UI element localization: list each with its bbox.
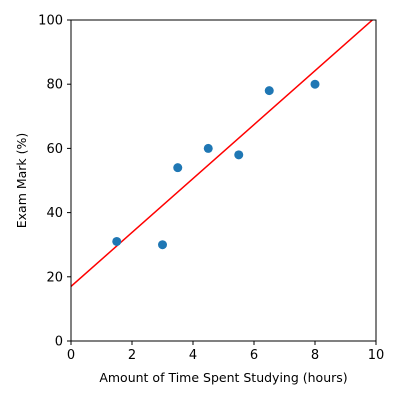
x-tick-label: 6 — [250, 348, 258, 363]
data-point — [173, 163, 183, 173]
plot-frame — [70, 19, 377, 342]
x-tick-label: 10 — [368, 348, 385, 363]
y-tick-label: 80 — [46, 78, 63, 93]
trend-line — [71, 20, 374, 287]
data-point — [234, 150, 244, 160]
y-axis-label: Exam Mark (%) — [14, 133, 29, 229]
data-point — [158, 240, 167, 250]
data-point — [310, 79, 320, 89]
y-tick-label: 40 — [46, 206, 63, 221]
x-tick-label: 2 — [128, 348, 136, 363]
y-tick-label: 60 — [46, 142, 63, 157]
x-tick-label: 4 — [189, 348, 197, 363]
y-tick-label: 0 — [55, 335, 63, 350]
x-axis-ticks: 0 2 4 6 8 10 — [67, 341, 384, 363]
y-tick-label: 20 — [46, 270, 63, 285]
data-point — [112, 236, 122, 246]
y-axis-ticks: 0 20 40 60 80 100 — [38, 14, 71, 350]
data-point — [264, 86, 274, 96]
x-axis-label: Amount of Time Spent Studying (hours) — [99, 370, 347, 385]
x-tick-label: 8 — [311, 348, 319, 363]
y-tick-label: 100 — [38, 14, 63, 29]
data-point — [203, 143, 213, 153]
plot-content — [71, 20, 374, 287]
x-tick-label: 0 — [67, 348, 75, 363]
